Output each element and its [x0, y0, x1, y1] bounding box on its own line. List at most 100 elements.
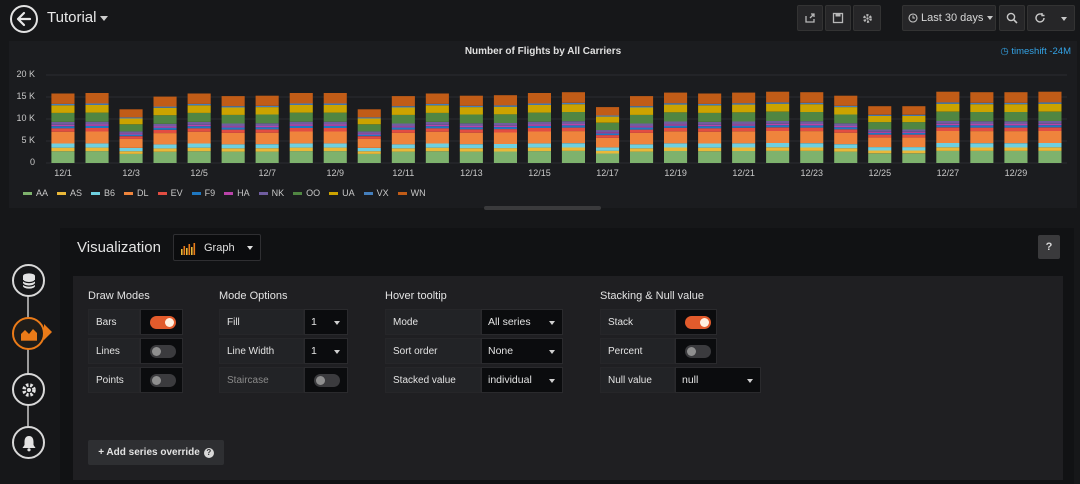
zoom-out-icon[interactable]: [999, 5, 1025, 31]
bar-segment-f9[interactable]: [119, 134, 143, 137]
bar-segment-vx[interactable]: [561, 102, 585, 105]
bar-segment-f9[interactable]: [255, 127, 279, 130]
bar-segment-wn[interactable]: [357, 109, 381, 118]
bar-segment-oo[interactable]: [221, 114, 245, 124]
bars-switch[interactable]: [150, 315, 176, 329]
bar-segment-oo[interactable]: [902, 122, 926, 130]
bar-segment-wn[interactable]: [459, 95, 483, 106]
bar-segment-f9[interactable]: [391, 127, 415, 130]
bar-segment-vx[interactable]: [868, 114, 892, 116]
bar-segment-dl[interactable]: [766, 130, 790, 143]
bar-segment-b6[interactable]: [834, 144, 858, 149]
bar-segment-vx[interactable]: [596, 115, 620, 117]
bar-segment-nk[interactable]: [51, 122, 75, 125]
bar-segment-f9[interactable]: [459, 127, 483, 130]
bar-segment-dl[interactable]: [459, 132, 483, 145]
bar-segment-f9[interactable]: [153, 127, 177, 130]
legend-item-b6[interactable]: B6: [91, 188, 115, 198]
bar-segment-ha[interactable]: [51, 124, 75, 127]
bar-segment-f9[interactable]: [527, 125, 551, 128]
bar-segment-dl[interactable]: [834, 132, 858, 145]
general-settings-icon[interactable]: [12, 373, 45, 406]
bar-segment-b6[interactable]: [425, 143, 449, 148]
bar-segment-b6[interactable]: [800, 143, 824, 148]
bar-segment-nk[interactable]: [970, 121, 994, 124]
bar-segment-wn[interactable]: [153, 96, 177, 107]
bar-segment-wn[interactable]: [732, 92, 756, 104]
back-arrow-icon[interactable]: [10, 5, 38, 33]
bar-segment-oo[interactable]: [698, 112, 722, 122]
bar-segment-dl[interactable]: [391, 132, 415, 145]
bar-segment-ua[interactable]: [902, 115, 926, 123]
bar-segment-ev[interactable]: [834, 129, 858, 133]
bar-segment-wn[interactable]: [221, 96, 245, 107]
bar-segment-dl[interactable]: [153, 133, 177, 145]
bar-segment-vx[interactable]: [425, 103, 449, 106]
bar-segment-b6[interactable]: [187, 143, 211, 148]
bar-segment-vx[interactable]: [732, 103, 756, 105]
bar-segment-dl[interactable]: [630, 132, 654, 145]
bar-segment-as[interactable]: [221, 148, 245, 152]
bar-segment-vx[interactable]: [51, 103, 75, 106]
bar-segment-ha[interactable]: [425, 124, 449, 127]
bar-segment-b6[interactable]: [732, 143, 756, 148]
staircase-toggle[interactable]: [304, 367, 348, 393]
bar-segment-f9[interactable]: [970, 125, 994, 128]
bar-segment-ua[interactable]: [357, 118, 381, 125]
bar-segment-as[interactable]: [596, 150, 620, 154]
share-icon[interactable]: [797, 5, 823, 31]
bar-segment-nk[interactable]: [527, 121, 551, 125]
bar-segment-aa[interactable]: [119, 153, 143, 163]
bar-segment-ev[interactable]: [766, 127, 790, 131]
bar-segment-ua[interactable]: [51, 105, 75, 113]
sort-order-select[interactable]: None: [481, 338, 563, 364]
bar-segment-dl[interactable]: [1004, 131, 1028, 144]
bar-segment-ha[interactable]: [834, 126, 858, 128]
bar-segment-oo[interactable]: [425, 112, 449, 122]
bar-segment-dl[interactable]: [800, 131, 824, 144]
bar-segment-aa[interactable]: [936, 150, 960, 163]
bar-segment-as[interactable]: [834, 148, 858, 152]
bar-segment-aa[interactable]: [596, 153, 620, 164]
points-switch[interactable]: [150, 373, 176, 387]
bar-segment-f9[interactable]: [221, 127, 245, 130]
bar-segment-nk[interactable]: [85, 121, 109, 125]
bar-segment-ev[interactable]: [85, 128, 109, 132]
bar-segment-b6[interactable]: [255, 144, 279, 149]
bar-segment-vx[interactable]: [902, 114, 926, 116]
bar-segment-oo[interactable]: [493, 114, 517, 123]
bar-segment-wn[interactable]: [527, 93, 551, 104]
bar-segment-f9[interactable]: [732, 125, 756, 128]
bar-segment-dl[interactable]: [119, 138, 143, 148]
bar-segment-vx[interactable]: [357, 117, 381, 119]
bar-segment-b6[interactable]: [664, 143, 688, 148]
bar-segment-ua[interactable]: [868, 115, 892, 123]
bar-segment-as[interactable]: [289, 147, 313, 152]
panel-resize-handle[interactable]: [484, 206, 601, 210]
bar-segment-as[interactable]: [868, 150, 892, 154]
bar-segment-ua[interactable]: [153, 107, 177, 116]
bar-segment-ev[interactable]: [119, 136, 143, 139]
bar-segment-wn[interactable]: [119, 109, 143, 118]
chevron-down-icon[interactable]: [100, 16, 108, 21]
chevron-down-icon[interactable]: [1061, 17, 1067, 21]
bar-segment-b6[interactable]: [323, 143, 347, 148]
bar-segment-dl[interactable]: [698, 131, 722, 144]
bar-segment-ev[interactable]: [527, 128, 551, 132]
bar-segment-nk[interactable]: [561, 121, 585, 124]
bar-segment-f9[interactable]: [698, 126, 722, 129]
bar-segment-f9[interactable]: [187, 126, 211, 129]
bar-segment-vx[interactable]: [800, 102, 824, 105]
bar-segment-nk[interactable]: [902, 129, 926, 132]
bar-segment-aa[interactable]: [391, 151, 415, 163]
bar-segment-aa[interactable]: [425, 151, 449, 163]
bar-segment-ua[interactable]: [936, 103, 960, 112]
bar-segment-oo[interactable]: [936, 111, 960, 121]
bar-segment-aa[interactable]: [766, 150, 790, 163]
bar-segment-f9[interactable]: [800, 125, 824, 128]
dashboard-title[interactable]: Tutorial: [47, 9, 97, 26]
bar-segment-nk[interactable]: [255, 123, 279, 126]
bar-segment-wn[interactable]: [493, 95, 517, 106]
bar-segment-nk[interactable]: [732, 121, 756, 125]
bell-icon[interactable]: [12, 426, 45, 459]
